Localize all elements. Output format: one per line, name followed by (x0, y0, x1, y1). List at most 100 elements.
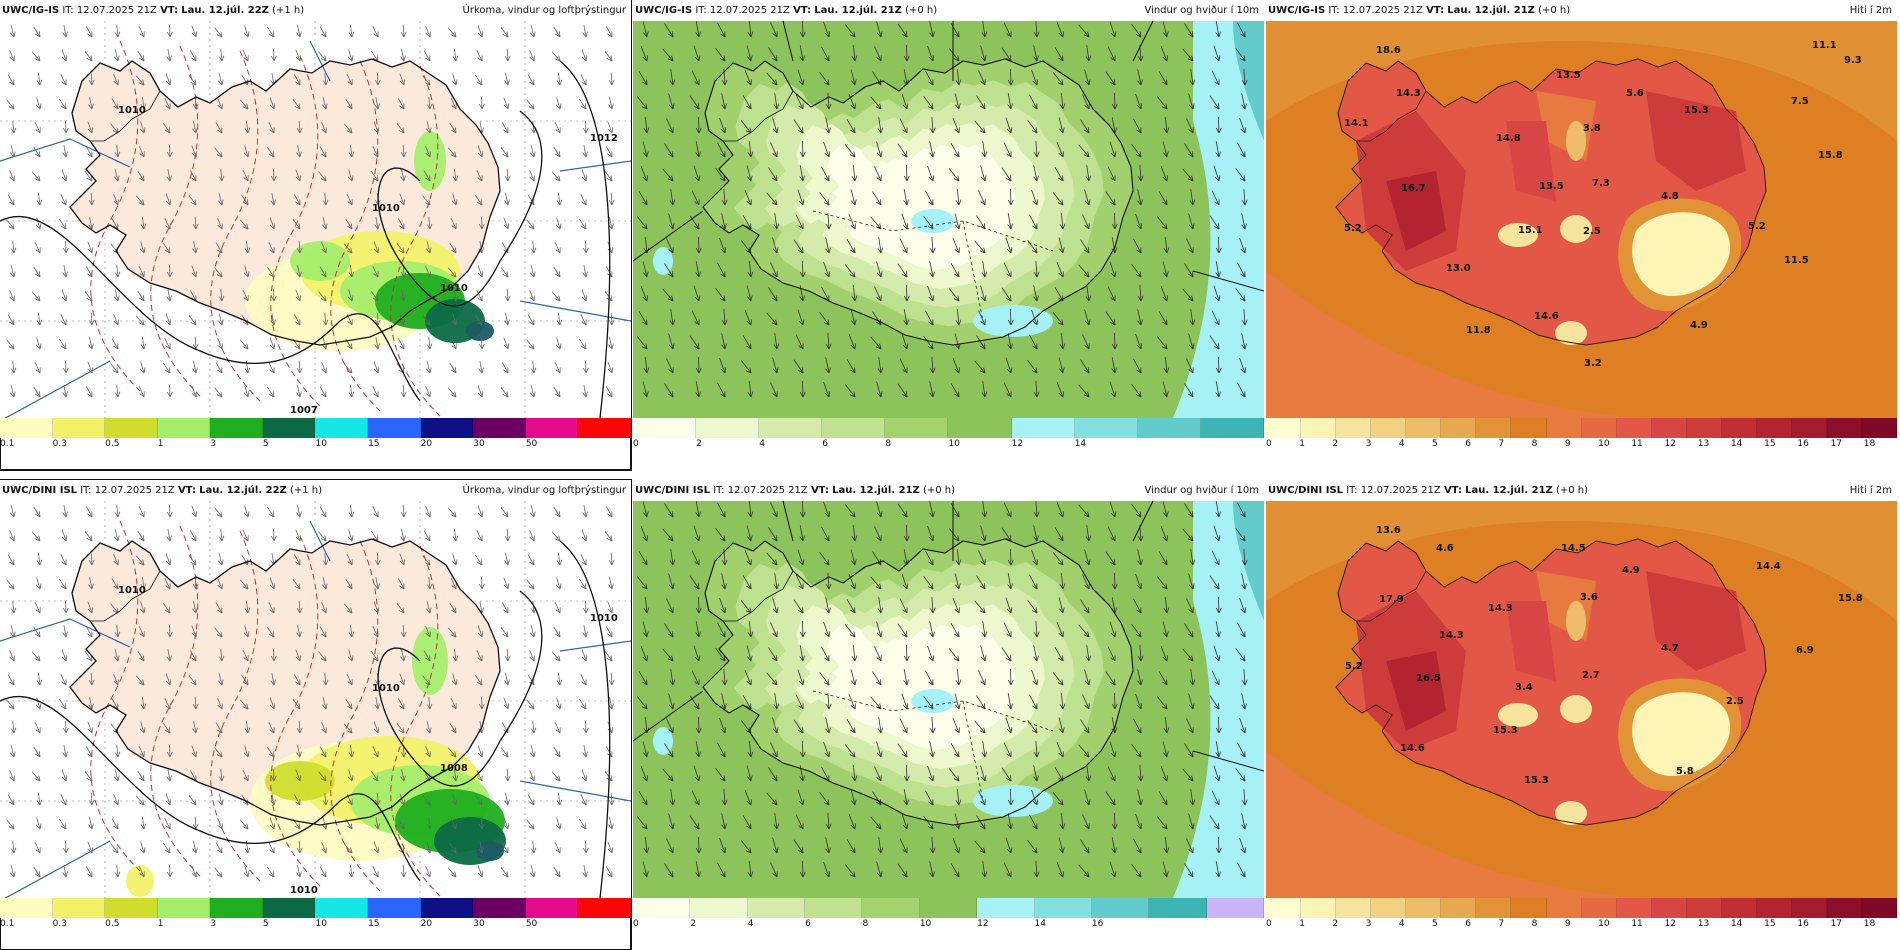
colorbar-tick: 16 (1091, 919, 1104, 929)
colorbar-tick: 10 (315, 919, 327, 929)
temperature-value: 14.3 (1488, 603, 1513, 614)
colorbar-tick: 0.3 (52, 919, 67, 929)
colorbar-tick: 13 (1697, 439, 1710, 449)
temperature-value: 5.8 (1676, 766, 1694, 777)
colorbar-tick: 4 (1398, 439, 1405, 449)
colorbar-swatch (210, 418, 263, 438)
colorbar-tick: 8 (1531, 439, 1538, 449)
colorbar-tick: 0 (1266, 919, 1272, 929)
it-time: 12.07.2025 21Z (94, 485, 175, 496)
colorbar-tick: 5 (262, 439, 269, 449)
colorbar-swatch (0, 898, 53, 918)
colorbar-swatch (1336, 418, 1372, 438)
colorbar-swatch (1266, 418, 1302, 438)
temperature-value: 2.5 (1583, 226, 1601, 237)
temperature-value: 6.9 (1796, 645, 1814, 656)
colorbar-swatch (1827, 418, 1863, 438)
colorbar-swatch (1546, 418, 1582, 438)
temperature-value: 3.2 (1584, 358, 1602, 369)
colorbar-tick: 4 (1398, 919, 1405, 929)
colorbar-tick: 5 (1432, 439, 1438, 449)
colorbar-swatch (1406, 898, 1442, 918)
colorbar-swatch (1686, 898, 1722, 918)
run-info: UWC/DINI ISL IT: 12.07.2025 21Z VT: Lau.… (2, 480, 322, 501)
colorbar-ticks: 0.1 0.3 0.5 1 3 5 10 15 20 30 50 (0, 918, 631, 932)
colorbar-swatch (1301, 898, 1337, 918)
colorbar-tick: 12 (1664, 919, 1676, 929)
colorbar-tick: 10 (948, 439, 960, 449)
colorbar-swatch (1791, 898, 1827, 918)
colorbar-swatch (1721, 898, 1757, 918)
temp-panel: UWC/IG-IS IT: 12.07.2025 21Z VT: Lau. 12… (1266, 0, 1897, 470)
colorbar-swatch (0, 418, 53, 438)
colorbar-swatch (633, 898, 691, 918)
colorbar-tick: 0.3 (52, 439, 67, 449)
colorbar-swatch (1200, 418, 1264, 438)
colorbar-tick: 3 (1365, 919, 1372, 929)
colorbar-tick: 2 (1332, 439, 1339, 449)
colorbar-tick: 2 (1332, 919, 1339, 929)
it-label: IT: (80, 485, 92, 496)
colorbar-tick: 4 (747, 919, 754, 929)
colorbar-tick: 1 (1299, 439, 1305, 449)
colorbar-swatch (473, 418, 526, 438)
run-info: UWC/DINI ISL IT: 12.07.2025 21Z VT: Lau.… (635, 480, 955, 501)
temperature-value: 15.8 (1838, 593, 1863, 604)
lead-time: (+1 h) (272, 5, 305, 16)
temperature-value: 3.8 (1583, 123, 1601, 134)
panel-header: UWC/DINI ISL IT: 12.07.2025 21Z VT: Lau.… (1266, 480, 1897, 501)
colorbar-swatch (1511, 898, 1547, 918)
colorbar-swatch (315, 898, 369, 918)
colorbar-tick: 14 (1730, 439, 1743, 449)
temperature-value: 15.8 (1818, 150, 1843, 161)
colorbar-swatch (1721, 418, 1757, 438)
colorbar-swatch (1686, 418, 1722, 438)
colorbar-swatch (690, 898, 748, 918)
colorbar-swatch (1791, 418, 1827, 438)
vt-label: VT: (1426, 5, 1445, 16)
panel-title: Vindur og hviður í 10m (1144, 485, 1259, 496)
temperature-value: 5.2 (1344, 223, 1362, 234)
colorbar (633, 418, 1264, 438)
colorbar-swatch (105, 418, 158, 438)
panel-title: Úrkoma, vindur og loftþrýstingur (462, 485, 626, 496)
it-time: 12.07.2025 21Z (1342, 5, 1423, 16)
colorbar-tick: 1 (157, 919, 164, 929)
isobar-label: 1012 (590, 133, 618, 144)
colorbar-swatch (157, 898, 211, 918)
colorbar-swatch (368, 418, 421, 438)
colorbar-swatch (1266, 898, 1302, 918)
precip-panel: UWC/IG-IS IT: 12.07.2025 21Z VT: Lau. 12… (0, 0, 632, 471)
colorbar-swatch (262, 418, 316, 438)
colorbar-swatch (1371, 898, 1407, 918)
colorbar-tick: 20 (420, 919, 433, 929)
isobar-label: 1010 (372, 683, 400, 694)
temperature-value: 11.1 (1812, 40, 1837, 51)
colorbar-tick: 0 (1266, 439, 1272, 449)
precip-map: 1010 1010 1012 1010 1007 (0, 21, 631, 418)
temperature-value: 14.6 (1534, 311, 1559, 322)
colorbar-tick: 16 (1797, 919, 1809, 929)
vt-label: VT: (177, 485, 196, 496)
colorbar-tick: 4 (759, 439, 765, 449)
colorbar-tick: 11 (1631, 919, 1643, 929)
colorbar-tick: 3 (1365, 439, 1372, 449)
temperature-value: 9.3 (1844, 55, 1862, 66)
lead-time: (+1 h) (289, 485, 323, 496)
precip-area (290, 241, 350, 281)
it-time: 12.07.2025 21Z (727, 485, 808, 496)
temperature-value: 2.5 (1726, 696, 1744, 707)
temp-panel: UWC/DINI ISL IT: 12.07.2025 21Z VT: Lau.… (1266, 480, 1897, 950)
model-name: UWC/IG-IS (2, 5, 60, 16)
it-label: IT: (1328, 5, 1340, 16)
temperature-value: 14.4 (1756, 561, 1781, 572)
colorbar-swatch (52, 898, 106, 918)
temperature-value: 7.3 (1592, 178, 1610, 189)
colorbar-tick: 15 (1764, 919, 1776, 929)
temperature-value: 15.1 (1518, 225, 1543, 236)
panel-title: Úrkoma, vindur og loftþrýstingur (462, 5, 626, 16)
precip-area (126, 865, 154, 897)
precip-panel: UWC/DINI ISL IT: 12.07.2025 21Z VT: Lau.… (0, 479, 632, 950)
colorbar-tick: 6 (1465, 439, 1471, 449)
temperature-value: 13.5 (1556, 70, 1581, 81)
